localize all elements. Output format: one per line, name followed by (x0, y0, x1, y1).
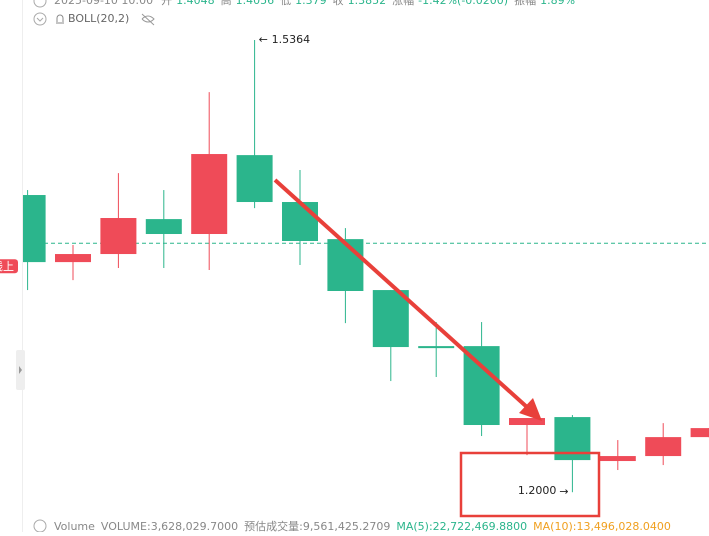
tooltip-value: 1.4056 (236, 0, 275, 7)
candle-body (418, 346, 455, 349)
low-label-arrow: → (559, 485, 568, 498)
candle-body (23, 195, 46, 263)
collapse-icon[interactable] (33, 12, 47, 26)
tooltip-label: 高 (221, 0, 232, 7)
price-tag (0, 259, 18, 274)
tooltip-value: 1.89% (540, 0, 575, 7)
candle-body (645, 437, 682, 457)
tooltip-label: 涨幅 (392, 0, 414, 7)
tooltip-value: -1.42%(-0.0200) (418, 0, 508, 7)
tooltip-value: 1.379 (295, 0, 327, 7)
indicator-label: BOLL(20,2) (68, 12, 129, 25)
candle-body (599, 456, 636, 462)
high-label-arrow: ← (259, 33, 268, 46)
trend-arrow-head (519, 398, 542, 421)
trend-arrow (273, 178, 530, 410)
candle-body (282, 202, 318, 241)
collapse-icon[interactable] (33, 0, 47, 8)
candle-body (145, 219, 182, 235)
candle-body (191, 154, 228, 235)
volume-legend: Volume (54, 520, 95, 532)
candle-body (236, 155, 273, 203)
candle-body (372, 290, 409, 348)
labels: ← 1.5364 1.2000 → 2025-09-10 10:00 开 1.4048 高 1.… (54, 0, 671, 533)
tooltip-label: 收 (333, 0, 344, 7)
volume-legend: MA(5):22,722,469.8800 (396, 520, 527, 532)
tooltip-label: 振幅 (514, 0, 536, 7)
hide-icon[interactable] (141, 13, 155, 26)
candle-body (55, 254, 91, 263)
candle-body (509, 418, 545, 426)
tooltip-label: 低 (280, 0, 291, 7)
volume-legend: VOLUME:3,628,029.7000 (101, 520, 238, 532)
handle-arrow (19, 366, 22, 374)
candle-body (690, 428, 709, 438)
plot-area (23, 40, 709, 493)
price-tag-label: 线上 (0, 259, 14, 273)
collapse-icon[interactable] (33, 519, 47, 533)
bell-icon[interactable] (56, 14, 64, 24)
candle-body (100, 218, 137, 255)
tooltip-value: 1.3852 (348, 0, 387, 7)
candle-body (327, 239, 364, 292)
candle-body (463, 346, 500, 426)
volume-legend: MA(10):13,496,028.0400 (533, 520, 671, 532)
volume-legend: 预估成交量:9,561,425.2709 (244, 519, 390, 532)
chevron (36, 17, 44, 22)
highlight-box (459, 451, 601, 518)
tooltip-value: 1.4048 (176, 0, 215, 7)
high-label: 1.5364 (272, 33, 311, 46)
tooltip-label: 开 (161, 0, 172, 7)
tooltip-date: 2025-09-10 10:00 (54, 0, 153, 7)
low-label: 1.2000 (518, 484, 557, 497)
